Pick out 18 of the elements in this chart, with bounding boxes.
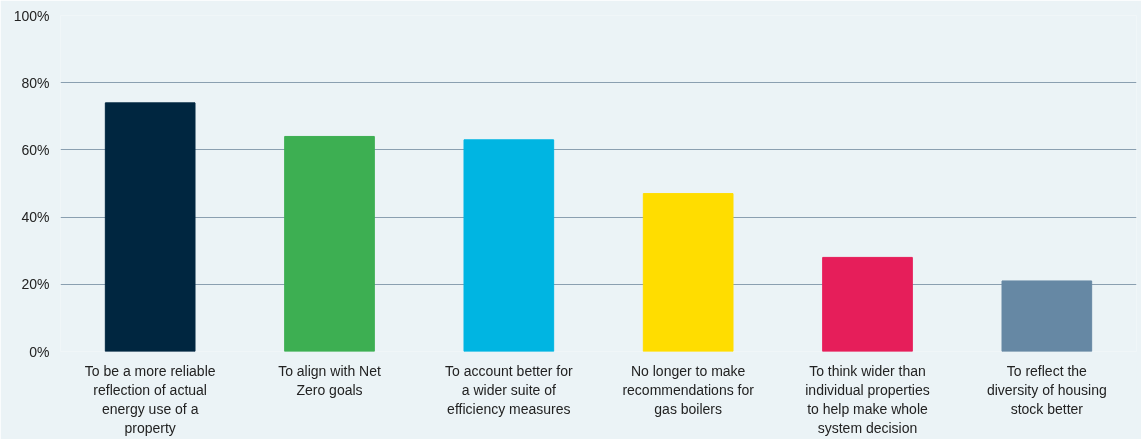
y-tick-label: 60% <box>21 141 50 158</box>
x-tick-label: To think wider than individual properties to help make whole system decision <box>805 362 930 437</box>
x-tick-label: No longer to make recommendations for gas boilers <box>622 362 755 417</box>
x-tick-label: To align with Net Zero goals <box>278 362 381 398</box>
x-tick-label: To account better for a wider suite of efficiency measures <box>445 362 573 417</box>
x-tick-label: To be a more reliable reflection of actual energy use of a property <box>84 362 216 437</box>
y-tick-label: 40% <box>21 209 50 226</box>
bar <box>1001 280 1093 352</box>
y-tick-label: 0% <box>29 343 50 360</box>
bar <box>104 102 196 352</box>
bar <box>284 135 375 352</box>
bar <box>463 139 555 352</box>
bar <box>642 193 734 352</box>
x-tick-label: To reflect the diversity of housing stock better <box>986 362 1107 417</box>
bar <box>822 256 913 352</box>
y-tick-label: 80% <box>21 74 50 91</box>
y-tick-label: 100% <box>13 7 50 24</box>
y-tick-label: 20% <box>21 276 50 293</box>
